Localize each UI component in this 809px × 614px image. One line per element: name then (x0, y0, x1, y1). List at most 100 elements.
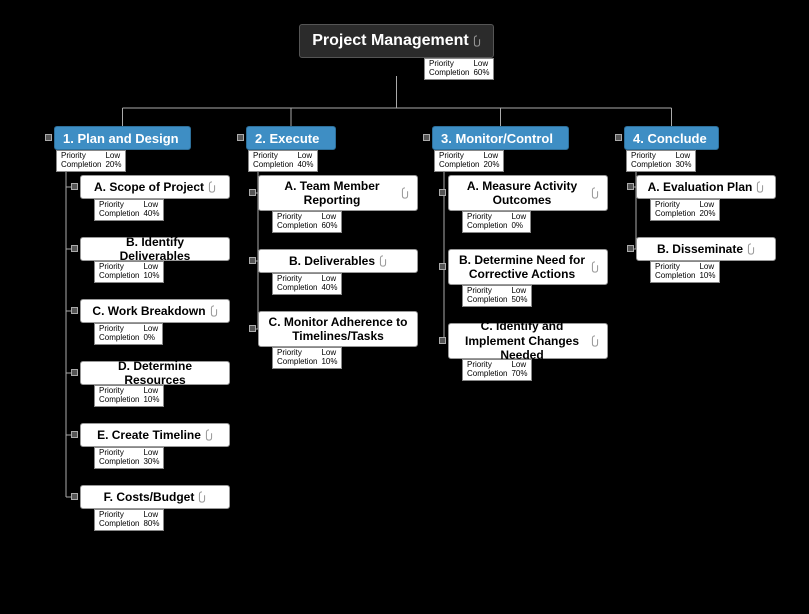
task-node-4-a[interactable]: A. Evaluation Plan (636, 175, 776, 199)
task-handle-1-e[interactable] (71, 431, 78, 438)
attachment-icon (747, 243, 755, 255)
task-handle-4-a[interactable] (627, 183, 634, 190)
task-node-4-b-label: B. Disseminate (657, 242, 743, 256)
task-meta-4-a: PriorityLowCompletion20% (650, 199, 720, 221)
task-meta-1-e: PriorityLowCompletion30% (94, 447, 164, 469)
phase-meta-1: PriorityLowCompletion20% (56, 150, 126, 172)
task-node-1-d-label: D. Determine Resources (89, 359, 221, 388)
phase-node-1[interactable]: 1. Plan and Design (54, 126, 191, 150)
task-meta-2-b: PriorityLowCompletion40% (272, 273, 342, 295)
task-handle-2-a[interactable] (249, 189, 256, 196)
phase-node-3-label: 3. Monitor/Control (441, 131, 553, 146)
task-node-2-b[interactable]: B. Deliverables (258, 249, 418, 273)
task-meta-1-f: PriorityLowCompletion80% (94, 509, 164, 531)
phase-node-4-label: 4. Conclude (633, 131, 707, 146)
task-node-3-a[interactable]: A. Measure Activity Outcomes (448, 175, 608, 211)
phase-meta-4: PriorityLowCompletion30% (626, 150, 696, 172)
completion-value: 80% (141, 520, 161, 529)
attachment-icon (205, 429, 213, 441)
completion-label: Completion (427, 69, 471, 78)
task-handle-3-a[interactable] (439, 189, 446, 196)
completion-label: Completion (437, 161, 481, 170)
attachment-icon (401, 187, 409, 199)
attachment-icon (756, 181, 764, 193)
completion-value: 10% (141, 396, 161, 405)
completion-value: 70% (509, 370, 529, 379)
task-handle-1-c[interactable] (71, 307, 78, 314)
task-handle-2-b[interactable] (249, 257, 256, 264)
attachment-icon (198, 491, 206, 503)
task-node-3-b-label: B. Determine Need for Corrective Actions (457, 253, 587, 282)
task-handle-2-c[interactable] (249, 325, 256, 332)
completion-value: 20% (697, 210, 717, 219)
completion-label: Completion (465, 222, 509, 231)
task-node-1-e-label: E. Create Timeline (97, 428, 201, 442)
task-handle-1-d[interactable] (71, 369, 78, 376)
phase-node-3[interactable]: 3. Monitor/Control (432, 126, 569, 150)
task-meta-2-a: PriorityLowCompletion60% (272, 211, 342, 233)
task-node-1-b[interactable]: B. Identify Deliverables (80, 237, 230, 261)
task-node-2-c-label: C. Monitor Adherence to Timelines/Tasks (267, 315, 409, 344)
phase-handle-1[interactable] (45, 134, 52, 141)
task-node-1-f[interactable]: F. Costs/Budget (80, 485, 230, 509)
completion-value: 10% (141, 272, 161, 281)
completion-label: Completion (97, 334, 141, 343)
completion-label: Completion (275, 358, 319, 367)
attachment-icon (208, 181, 216, 193)
task-handle-1-a[interactable] (71, 183, 78, 190)
phase-handle-2[interactable] (237, 134, 244, 141)
completion-label: Completion (251, 161, 295, 170)
task-meta-1-a: PriorityLowCompletion40% (94, 199, 164, 221)
completion-value: 40% (141, 210, 161, 219)
task-meta-3-a: PriorityLowCompletion0% (462, 211, 531, 233)
completion-value: 40% (295, 161, 315, 170)
completion-label: Completion (275, 284, 319, 293)
attachment-icon (379, 255, 387, 267)
task-node-1-e[interactable]: E. Create Timeline (80, 423, 230, 447)
task-node-1-a[interactable]: A. Scope of Project (80, 175, 230, 199)
task-handle-1-f[interactable] (71, 493, 78, 500)
task-meta-3-b: PriorityLowCompletion50% (462, 285, 532, 307)
task-node-1-d[interactable]: D. Determine Resources (80, 361, 230, 385)
task-node-2-a[interactable]: A. Team Member Reporting (258, 175, 418, 211)
completion-label: Completion (97, 396, 141, 405)
completion-value: 60% (319, 222, 339, 231)
completion-value: 60% (471, 69, 491, 78)
root-node[interactable]: Project Management (299, 24, 494, 58)
completion-label: Completion (629, 161, 673, 170)
completion-label: Completion (465, 370, 509, 379)
task-node-1-f-label: F. Costs/Budget (104, 490, 195, 504)
completion-label: Completion (97, 458, 141, 467)
task-node-2-c[interactable]: C. Monitor Adherence to Timelines/Tasks (258, 311, 418, 347)
task-node-3-a-label: A. Measure Activity Outcomes (457, 179, 587, 208)
root-meta: PriorityLowCompletion60% (424, 58, 494, 80)
phase-node-2[interactable]: 2. Execute (246, 126, 336, 150)
attachment-icon (591, 187, 599, 199)
task-handle-3-b[interactable] (439, 263, 446, 270)
phase-node-4[interactable]: 4. Conclude (624, 126, 719, 150)
task-node-3-c[interactable]: C. Identify and Implement Changes Needed (448, 323, 608, 359)
task-node-4-a-label: A. Evaluation Plan (648, 180, 753, 194)
completion-value: 20% (103, 161, 123, 170)
task-node-3-c-label: C. Identify and Implement Changes Needed (457, 319, 587, 362)
root-node-label: Project Management (312, 32, 468, 50)
completion-label: Completion (465, 296, 509, 305)
completion-label: Completion (275, 222, 319, 231)
task-node-3-b[interactable]: B. Determine Need for Corrective Actions (448, 249, 608, 285)
task-handle-1-b[interactable] (71, 245, 78, 252)
task-meta-4-b: PriorityLowCompletion10% (650, 261, 720, 283)
task-meta-3-c: PriorityLowCompletion70% (462, 359, 532, 381)
phase-node-2-label: 2. Execute (255, 131, 319, 146)
completion-value: 30% (673, 161, 693, 170)
task-node-4-b[interactable]: B. Disseminate (636, 237, 776, 261)
completion-label: Completion (97, 272, 141, 281)
task-node-1-c[interactable]: C. Work Breakdown (80, 299, 230, 323)
completion-value: 0% (141, 334, 160, 343)
task-handle-3-c[interactable] (439, 337, 446, 344)
task-node-2-b-label: B. Deliverables (289, 254, 375, 268)
completion-value: 20% (481, 161, 501, 170)
phase-handle-4[interactable] (615, 134, 622, 141)
task-handle-4-b[interactable] (627, 245, 634, 252)
task-meta-1-c: PriorityLowCompletion0% (94, 323, 163, 345)
phase-handle-3[interactable] (423, 134, 430, 141)
